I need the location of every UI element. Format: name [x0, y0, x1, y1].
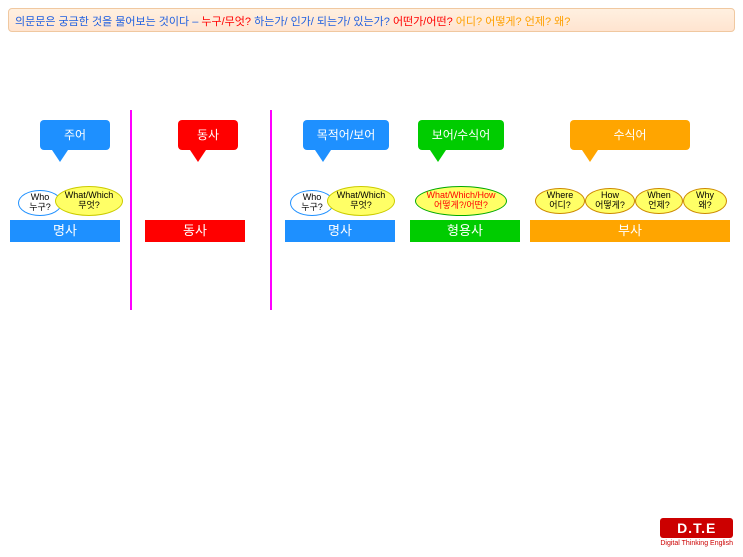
- bubble-tail: [430, 150, 446, 162]
- question-ellipse: What/Which무엇?: [327, 186, 395, 216]
- ellipse-line: 누구?: [19, 203, 61, 213]
- bubble-tail: [315, 150, 331, 162]
- banner-text: 하는가/ 인가/ 되는가/ 있는가?: [254, 16, 393, 28]
- pos-bar: 동사: [145, 220, 245, 242]
- question-ellipse: When언제?: [635, 188, 683, 214]
- ellipse-line: 어디?: [536, 201, 584, 211]
- title-banner: 의문문은 궁금한 것을 물어보는 것이다 – 누구/무엇? 하는가/ 인가/ 되…: [8, 8, 735, 32]
- category-bubble: 목적어/보어: [303, 120, 389, 150]
- banner-text: 의문문은 궁금한 것을 물어보는 것이다 –: [15, 16, 201, 28]
- question-ellipse: What/Which무엇?: [55, 186, 123, 216]
- category-bubble: 동사: [178, 120, 238, 150]
- bubble-tail: [190, 150, 206, 162]
- pos-bar: 형용사: [410, 220, 520, 242]
- ellipse-line: 무엇?: [328, 201, 394, 211]
- category-bubble: 보어/수식어: [418, 120, 504, 150]
- ellipse-line: 언제?: [636, 201, 682, 211]
- pos-bar: 명사: [10, 220, 120, 242]
- banner-text: 누구/무엇?: [201, 16, 254, 28]
- ellipse-line: 어떻게?/어떤?: [416, 201, 506, 211]
- logo-main: D.T.E: [660, 518, 733, 538]
- category-bubble: 주어: [40, 120, 110, 150]
- bubble-tail: [582, 150, 598, 162]
- banner-text: 어디? 어떻게? 언제? 왜?: [456, 16, 571, 28]
- question-ellipse: Where어디?: [535, 188, 585, 214]
- pos-bar: 명사: [285, 220, 395, 242]
- pos-bar: 부사: [530, 220, 730, 242]
- logo: D.T.E Digital Thinking English: [660, 518, 733, 547]
- question-ellipse: How어떻게?: [585, 188, 635, 214]
- ellipse-line: 누구?: [291, 203, 333, 213]
- logo-sub: Digital Thinking English: [660, 540, 733, 547]
- category-bubble: 수식어: [570, 120, 690, 150]
- banner-text: 어떤가/어떤?: [393, 16, 456, 28]
- question-ellipse: What/Which/How어떻게?/어떤?: [415, 186, 507, 216]
- question-ellipse: Why왜?: [683, 188, 727, 214]
- bubble-tail: [52, 150, 68, 162]
- ellipse-line: 무엇?: [56, 201, 122, 211]
- vertical-divider: [270, 110, 272, 310]
- ellipse-line: 왜?: [684, 201, 726, 211]
- ellipse-line: 어떻게?: [586, 201, 634, 211]
- vertical-divider: [130, 110, 132, 310]
